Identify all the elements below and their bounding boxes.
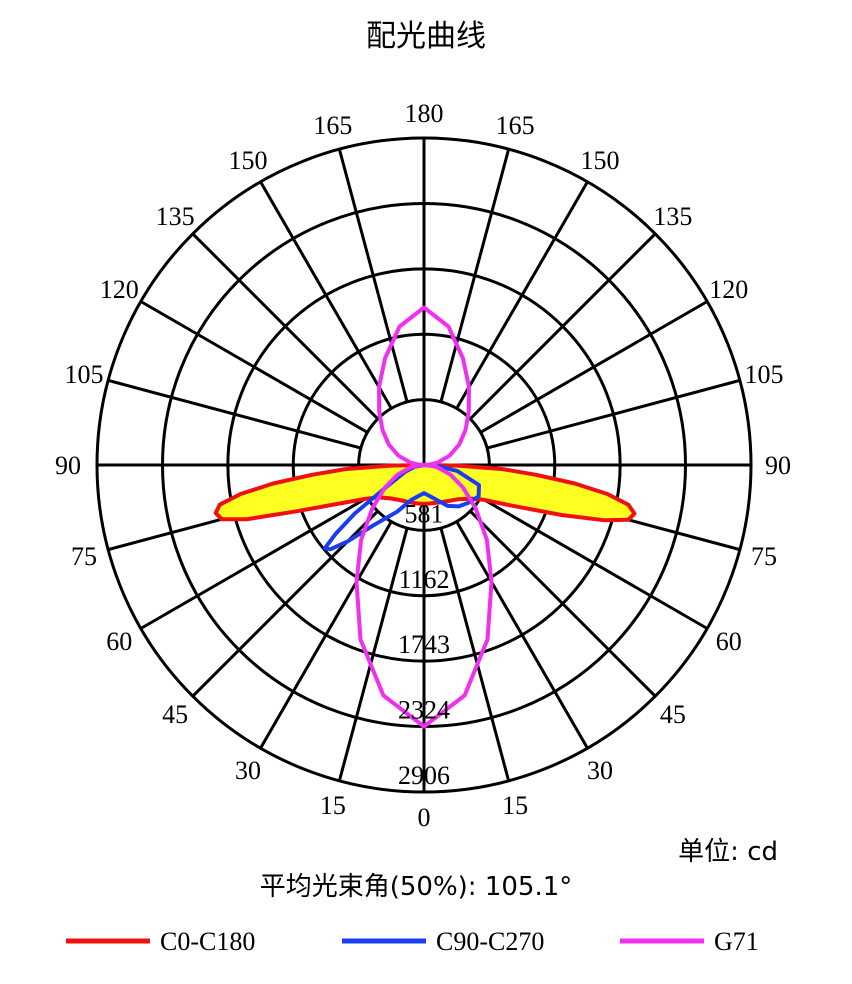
- grid-spoke-14: [259, 181, 393, 410]
- angle-label: 45: [162, 700, 188, 729]
- angle-label: 75: [71, 542, 97, 571]
- angle-label: 60: [106, 627, 132, 656]
- angle-label: 150: [581, 146, 620, 175]
- curves: [213, 305, 637, 729]
- grid-spoke-22: [259, 520, 393, 749]
- radial-tick-label: 2324: [398, 696, 450, 725]
- angle-label: 45: [660, 700, 686, 729]
- grid-spoke-7: [486, 378, 741, 450]
- grid-spoke-16: [140, 300, 369, 434]
- grid-spoke-1: [439, 527, 511, 782]
- curve-c90-c270: [322, 463, 481, 552]
- angle-label: 30: [235, 756, 261, 785]
- angle-label: 165: [496, 111, 535, 140]
- grid-spoke-10: [455, 181, 589, 410]
- legend-label-c90-c270: C90-C270: [436, 927, 544, 956]
- grid-spoke-3: [469, 510, 657, 698]
- radial-tick-label: 2906: [398, 761, 450, 790]
- grid-spoke-13: [337, 148, 409, 403]
- grid-spoke-20: [140, 496, 369, 630]
- angle-label: 0: [418, 803, 431, 832]
- curve-g71: [354, 305, 494, 729]
- radial-tick-label: 581: [405, 499, 444, 528]
- angle-label: 30: [587, 756, 613, 785]
- angle-label: 120: [100, 275, 139, 304]
- radial-tick-label: 1743: [398, 630, 450, 659]
- angle-label: 165: [313, 111, 352, 140]
- grid-spoke-2: [455, 520, 589, 749]
- legend-label-g71: G71: [714, 927, 759, 956]
- angle-label: 150: [229, 146, 268, 175]
- radial-tick-label: 1162: [398, 565, 449, 594]
- grid-spoke-17: [107, 378, 362, 450]
- radial-tick-labels: 581 1162 1743 2324 2906: [398, 499, 450, 790]
- grid-spoke-8: [479, 300, 708, 434]
- beam-angle-label: 平均光束角(50%): 105.1°: [260, 872, 573, 902]
- angle-label: 135: [653, 202, 692, 231]
- angle-label: 75: [751, 542, 777, 571]
- angle-label: 15: [320, 791, 346, 820]
- angle-label: 60: [716, 627, 742, 656]
- angle-label: 15: [502, 791, 528, 820]
- angle-labels: 0 15 15 30 30 45 45 60 60 75 75 90 90 105 105 120 120 135…: [55, 99, 791, 832]
- grid-spoke-15: [191, 232, 379, 420]
- grid-spoke-4: [479, 496, 708, 630]
- angle-label: 120: [709, 275, 748, 304]
- grid-spoke-23: [337, 527, 409, 782]
- legend-label-c0-c180: C0-C180: [160, 927, 255, 956]
- angle-label: 90: [765, 451, 791, 480]
- grid-spoke-9: [469, 232, 657, 420]
- grid-spoke-11: [439, 148, 511, 403]
- angle-label: 105: [745, 360, 784, 389]
- chart-title: 配光曲线: [366, 19, 486, 54]
- angle-label: 105: [65, 360, 104, 389]
- legend: C0-C180 C90-C270 G71: [66, 927, 759, 956]
- angle-label: 180: [405, 99, 444, 128]
- angle-label: 135: [156, 202, 195, 231]
- angle-label: 90: [55, 451, 81, 480]
- unit-label: 单位: cd: [678, 837, 778, 867]
